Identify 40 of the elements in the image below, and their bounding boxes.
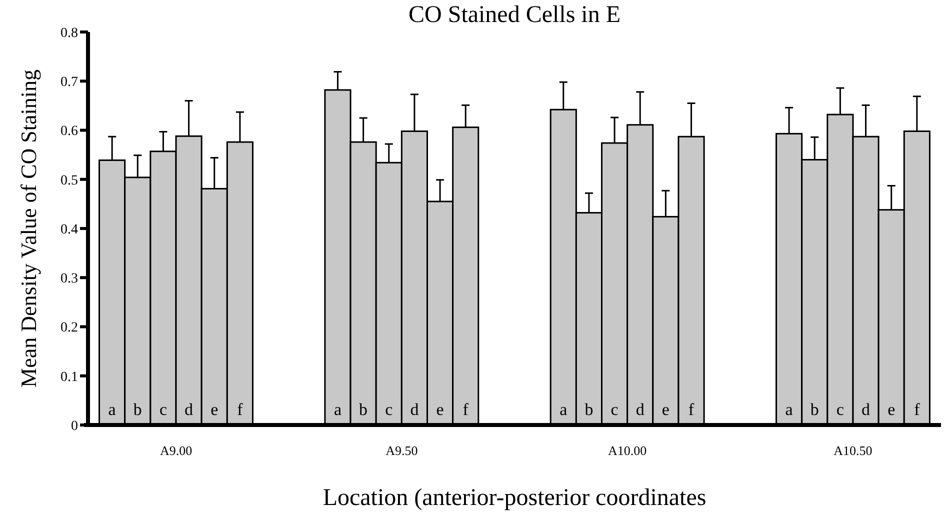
x-tick-label: A10.00 [608, 443, 647, 458]
text: a [334, 400, 342, 419]
text: c [836, 400, 844, 419]
y-tick-label: 0.8 [60, 26, 78, 41]
text: e [888, 400, 896, 419]
y-tick-label: 0.4 [60, 222, 78, 238]
text: c [385, 400, 393, 419]
text: f [688, 400, 694, 419]
text: a [560, 400, 568, 419]
text: b [359, 400, 368, 419]
text: c [610, 400, 618, 419]
text: a [785, 400, 793, 419]
series-label: a [108, 400, 116, 419]
series-label: c [159, 400, 168, 419]
text: f [914, 400, 920, 419]
text: d [862, 400, 870, 419]
series-label: e [210, 400, 218, 419]
y-tick-label: 0.6 [60, 124, 78, 140]
y-tick-label: 0 [71, 418, 78, 434]
x-tick-label: A9.50 [386, 443, 418, 458]
series-label: b [133, 400, 142, 419]
chart-title: CO Stained Cells in E [408, 2, 620, 28]
text: d [636, 400, 644, 419]
text: b [810, 400, 819, 419]
text: b [584, 400, 594, 419]
text: d [410, 400, 419, 419]
y-tick-label: 0.1 [60, 370, 78, 385]
text: e [436, 400, 444, 419]
y-axis-title: Mean Density Value of CO Staining [16, 70, 41, 388]
y-tick-label: 0.3 [60, 272, 78, 287]
series-label: f [237, 400, 244, 419]
text: e [662, 400, 670, 419]
x-tick-label: A10.50 [834, 443, 872, 458]
y-tick-label: 0.5 [60, 173, 78, 188]
x-tick-label: A9.00 [160, 443, 192, 458]
text: f [462, 400, 468, 419]
y-tick-label: 0.2 [60, 320, 78, 336]
series-label: d [184, 400, 194, 419]
x-axis-title: Location (anterior-posterior coordinates [322, 485, 706, 511]
y-tick-label: 0.7 [60, 75, 78, 90]
